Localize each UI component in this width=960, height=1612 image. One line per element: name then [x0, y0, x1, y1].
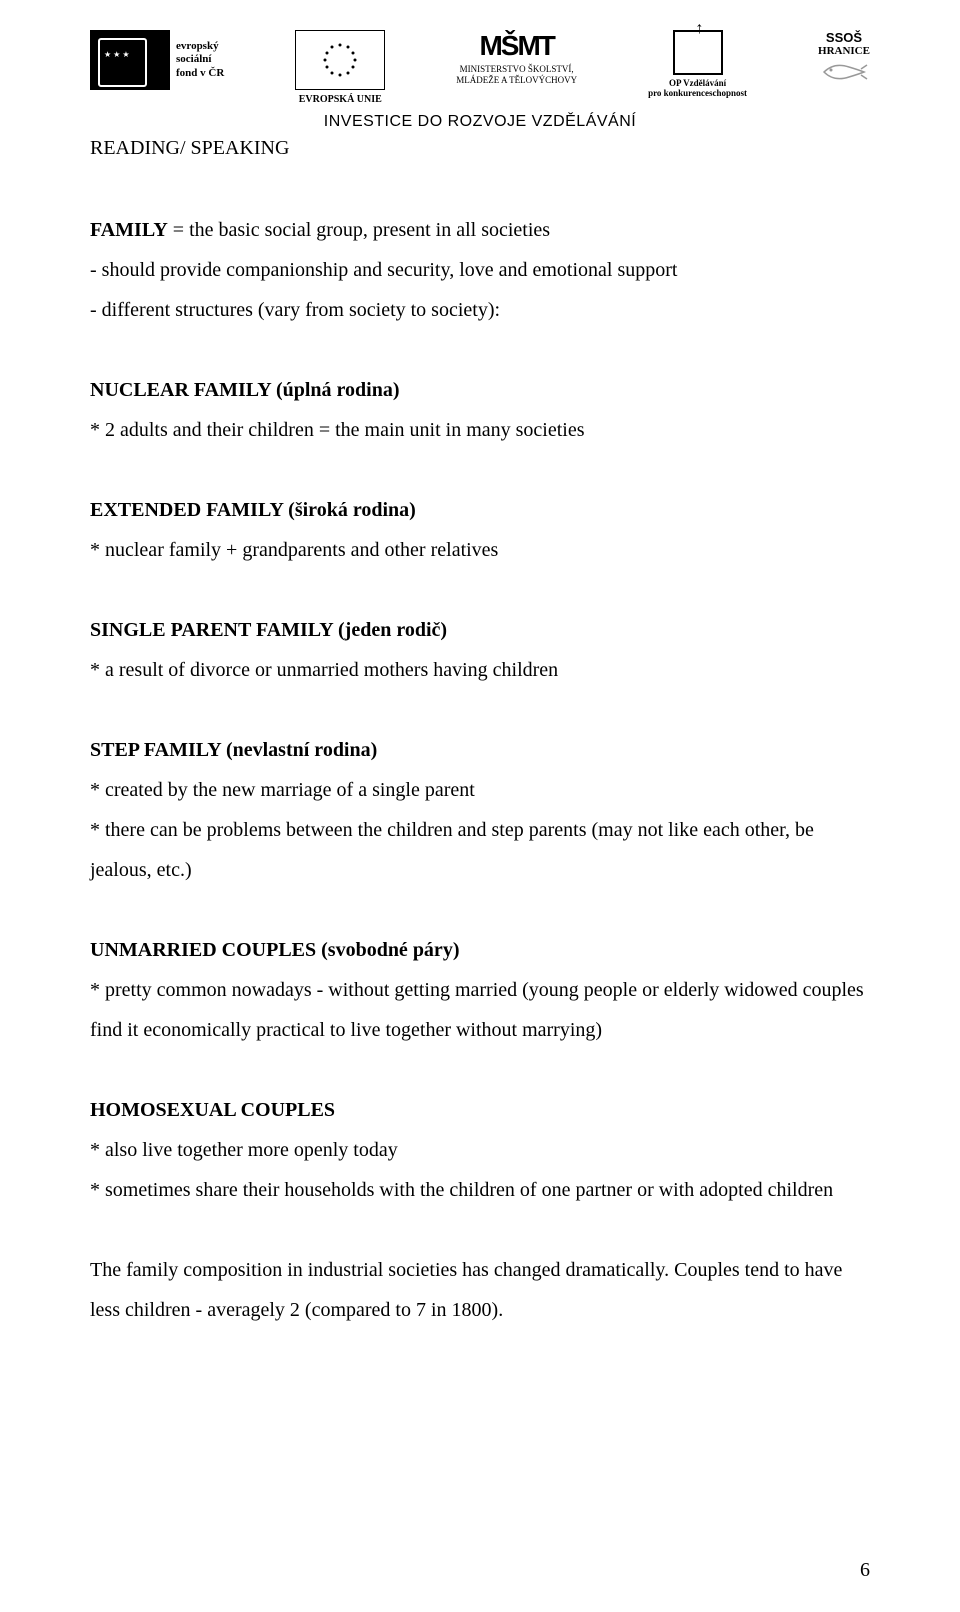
op-text: OP Vzdělávání pro konkurenceschopnost [648, 79, 747, 99]
ssos-logo-block: SSOŠ HRANICE [818, 30, 870, 87]
section-3-heading: STEP FAMILY (nevlastní rodina) [90, 730, 870, 770]
msmt-text: MINISTERSTVO ŠKOLSTVÍ, MLÁDEŽE A TĚLOVÝC… [456, 64, 577, 86]
section-3-line-0: * created by the new marriage of a singl… [90, 770, 870, 810]
intro-line1-rest: = the basic social group, present in all… [168, 219, 550, 241]
eu-label: EVROPSKÁ UNIE [299, 94, 382, 105]
ssos-line1: SSOŠ [826, 30, 862, 45]
section-5-heading: HOMOSEXUAL COUPLES [90, 1090, 870, 1130]
ssos-line2: HRANICE [818, 45, 870, 57]
section-5-line-1: * sometimes share their households with … [90, 1170, 870, 1210]
esf-line1: evropský [176, 40, 224, 53]
content-body: FAMILY = the basic social group, present… [90, 210, 870, 1330]
section-1-heading: EXTENDED FAMILY (široká rodina) [90, 490, 870, 530]
page-title: READING/ SPEAKING [90, 137, 870, 160]
section-1-line-0: * nuclear family + grandparents and othe… [90, 530, 870, 570]
page-number: 6 [860, 1559, 870, 1582]
section-0-heading: NUCLEAR FAMILY (úplná rodina) [90, 370, 870, 410]
section-4-heading: UNMARRIED COUPLES (svobodné páry) [90, 930, 870, 970]
section-2-line-0: * a result of divorce or unmarried mothe… [90, 650, 870, 690]
banner-text: INVESTICE DO ROZVOJE VZDĚLÁVÁNÍ [90, 113, 870, 131]
esf-logo-block: evropský sociální fond v ČR [90, 30, 224, 90]
header-logo-row: evropský sociální fond v ČR EVROPSKÁ UNI… [90, 30, 870, 105]
esf-icon [90, 30, 170, 90]
op-logo-icon [673, 30, 723, 75]
section-0-line-0: * 2 adults and their children = the main… [90, 410, 870, 450]
msmt-line1: MINISTERSTVO ŠKOLSTVÍ, [456, 64, 577, 75]
op-line2: pro konkurenceschopnost [648, 89, 747, 99]
section-2-heading: SINGLE PARENT FAMILY (jeden rodič) [90, 610, 870, 650]
esf-text: evropský sociální fond v ČR [176, 40, 224, 80]
msmt-line2: MLÁDEŽE A TĚLOVÝCHOVY [456, 75, 577, 86]
esf-line3: fond v ČR [176, 67, 224, 80]
msmt-logo-block: MŠMT MINISTERSTVO ŠKOLSTVÍ, MLÁDEŽE A TĚ… [456, 30, 577, 86]
section-3-line-1: * there can be problems between the chil… [90, 810, 870, 890]
intro-line3: - different structures (vary from societ… [90, 290, 870, 330]
closing-paragraph: The family composition in industrial soc… [90, 1250, 870, 1330]
section-4-line-0: * pretty common nowadays - without getti… [90, 970, 870, 1050]
esf-line2: sociální [176, 53, 224, 66]
eu-flag-icon [295, 30, 385, 90]
eu-logo-block: EVROPSKÁ UNIE [295, 30, 385, 105]
intro-line2: - should provide companionship and secur… [90, 250, 870, 290]
fish-icon [819, 57, 869, 87]
msmt-logo-icon: MŠMT [479, 30, 553, 62]
intro-family-bold: FAMILY [90, 219, 168, 241]
section-5-line-0: * also live together more openly today [90, 1130, 870, 1170]
op-logo-block: OP Vzdělávání pro konkurenceschopnost [648, 30, 747, 99]
